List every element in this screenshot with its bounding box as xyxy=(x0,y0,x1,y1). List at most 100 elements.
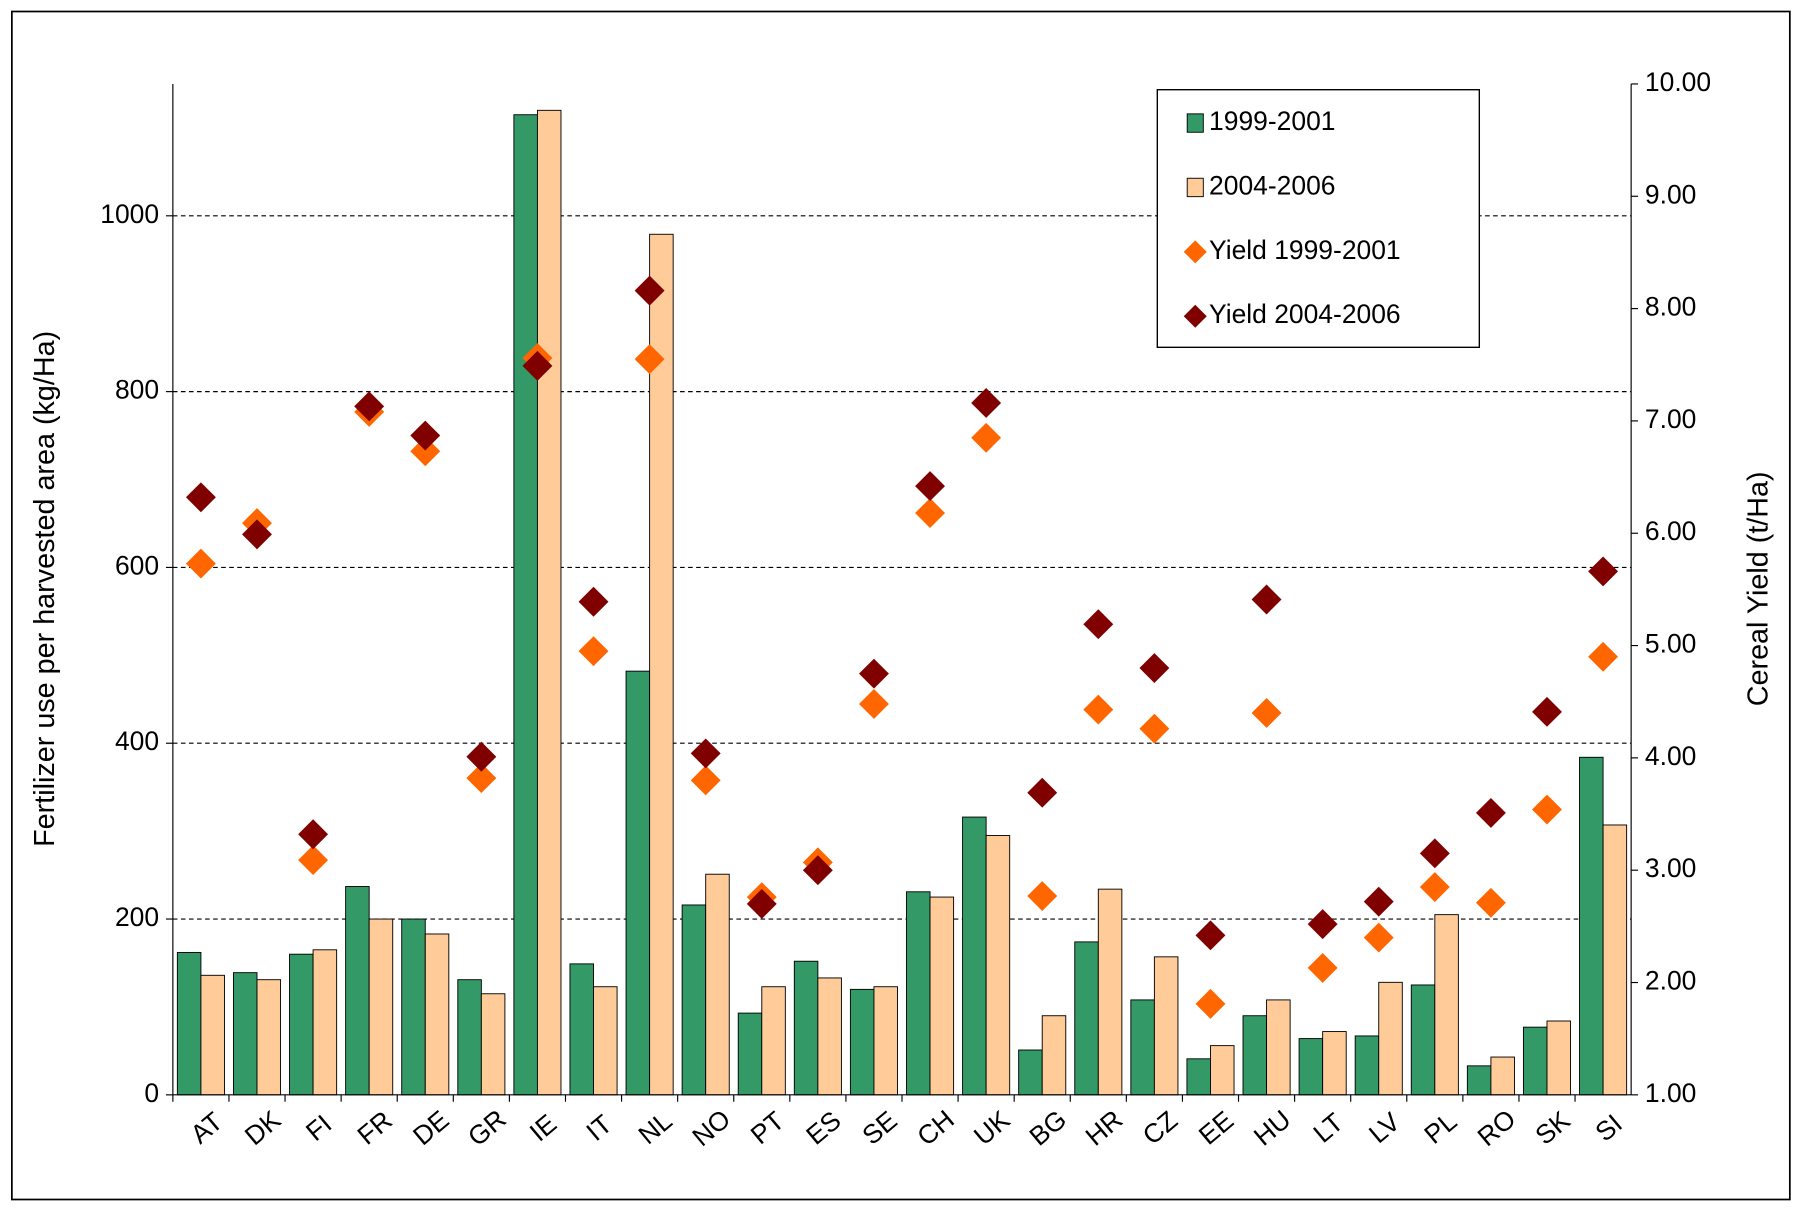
legend: 1999-2001 2004-2006 Yield 1999-2001 Yield 2… xyxy=(1156,89,1481,349)
bar xyxy=(1322,1031,1347,1096)
bar xyxy=(1410,984,1436,1096)
bar xyxy=(232,972,258,1096)
marker xyxy=(1532,696,1562,727)
marker xyxy=(1588,556,1619,587)
bar xyxy=(513,114,538,1096)
y2-tick-label: 3.00 xyxy=(1645,853,1696,883)
bar xyxy=(849,988,875,1096)
marker xyxy=(1083,694,1114,725)
bar xyxy=(1074,941,1099,1096)
bar xyxy=(929,896,955,1096)
bar xyxy=(1242,1015,1268,1096)
bar xyxy=(1153,956,1179,1096)
bar xyxy=(1210,1045,1235,1096)
marker xyxy=(1532,794,1562,825)
marker xyxy=(1139,653,1170,683)
marker xyxy=(1027,777,1058,808)
bar xyxy=(1378,981,1403,1096)
marker xyxy=(971,422,1002,453)
bar xyxy=(457,979,482,1096)
y2-tick-label: 10.00 xyxy=(1645,67,1711,97)
bar xyxy=(737,1012,763,1096)
bar xyxy=(1130,999,1155,1096)
marker xyxy=(1363,886,1394,917)
marker xyxy=(1475,797,1506,828)
bar xyxy=(681,904,707,1096)
bar xyxy=(289,953,314,1096)
marker xyxy=(578,636,609,667)
bar xyxy=(401,918,426,1096)
marker xyxy=(1139,713,1170,744)
marker xyxy=(1083,609,1114,640)
marker xyxy=(410,436,441,467)
y-tick-label: 200 xyxy=(115,902,159,932)
marker xyxy=(971,387,1002,418)
legend-swatch xyxy=(1183,240,1207,264)
y-tick-label: 0 xyxy=(144,1078,159,1108)
bar xyxy=(1490,1056,1515,1096)
marker xyxy=(1419,838,1450,869)
legend-label: 2004-2006 xyxy=(1209,170,1335,200)
bar xyxy=(793,960,819,1096)
bar xyxy=(1186,1058,1211,1096)
marker xyxy=(746,888,777,919)
bar xyxy=(424,933,450,1096)
bar xyxy=(536,109,562,1096)
y2-tick-label: 1.00 xyxy=(1645,1078,1696,1108)
y2-tick-label: 6.00 xyxy=(1645,516,1696,546)
bar xyxy=(1522,1026,1548,1096)
bar xyxy=(368,918,394,1096)
bar xyxy=(1298,1038,1324,1096)
marker xyxy=(1307,952,1338,983)
bar xyxy=(569,963,594,1096)
bar xyxy=(345,886,370,1096)
marker xyxy=(466,741,497,772)
bar xyxy=(1018,1049,1043,1096)
y-axis-title: Fertilizer use per harvested area (kg/Ha… xyxy=(29,331,61,847)
legend-swatch xyxy=(1183,304,1207,328)
bar xyxy=(593,986,618,1096)
bar xyxy=(480,993,506,1096)
legend-swatch xyxy=(1186,113,1204,133)
legend-label: Yield 2004-2006 xyxy=(1209,299,1401,329)
bar xyxy=(176,951,202,1096)
bar xyxy=(1041,1015,1067,1096)
marker xyxy=(690,738,721,769)
bar xyxy=(1546,1020,1572,1096)
bar xyxy=(256,979,282,1096)
marker xyxy=(410,420,441,451)
bar xyxy=(761,986,786,1096)
y2-tick-label: 8.00 xyxy=(1645,292,1696,322)
bar xyxy=(705,873,730,1096)
y2-tick-label: 7.00 xyxy=(1645,404,1696,434)
y-tick-label: 400 xyxy=(115,726,159,756)
bar xyxy=(1466,1065,1492,1096)
bar xyxy=(1354,1035,1380,1096)
y2-axis-title: Cereal Yield (t/Ha) xyxy=(1743,471,1775,706)
bar xyxy=(1579,756,1604,1096)
bar xyxy=(312,949,338,1096)
bar xyxy=(817,977,842,1096)
marker xyxy=(185,482,216,513)
legend-box xyxy=(1156,89,1481,349)
legend-label: 1999-2001 xyxy=(1209,106,1335,136)
bar xyxy=(873,986,898,1096)
bar xyxy=(625,670,651,1096)
y-tick-label: 600 xyxy=(115,550,159,580)
marker xyxy=(634,344,665,375)
legend-swatch xyxy=(1186,177,1204,198)
bar xyxy=(1097,888,1123,1096)
y-tick-label: 800 xyxy=(115,375,159,405)
marker xyxy=(242,519,272,550)
bar xyxy=(1434,914,1459,1096)
marker xyxy=(859,658,889,689)
y-tick-label: 1000 xyxy=(100,199,159,229)
bar xyxy=(200,974,225,1096)
bar xyxy=(906,891,931,1096)
bar xyxy=(985,835,1011,1096)
marker xyxy=(298,845,329,876)
marker xyxy=(915,471,945,502)
y2-tick-label: 2.00 xyxy=(1645,966,1696,996)
marker xyxy=(1195,988,1226,1019)
